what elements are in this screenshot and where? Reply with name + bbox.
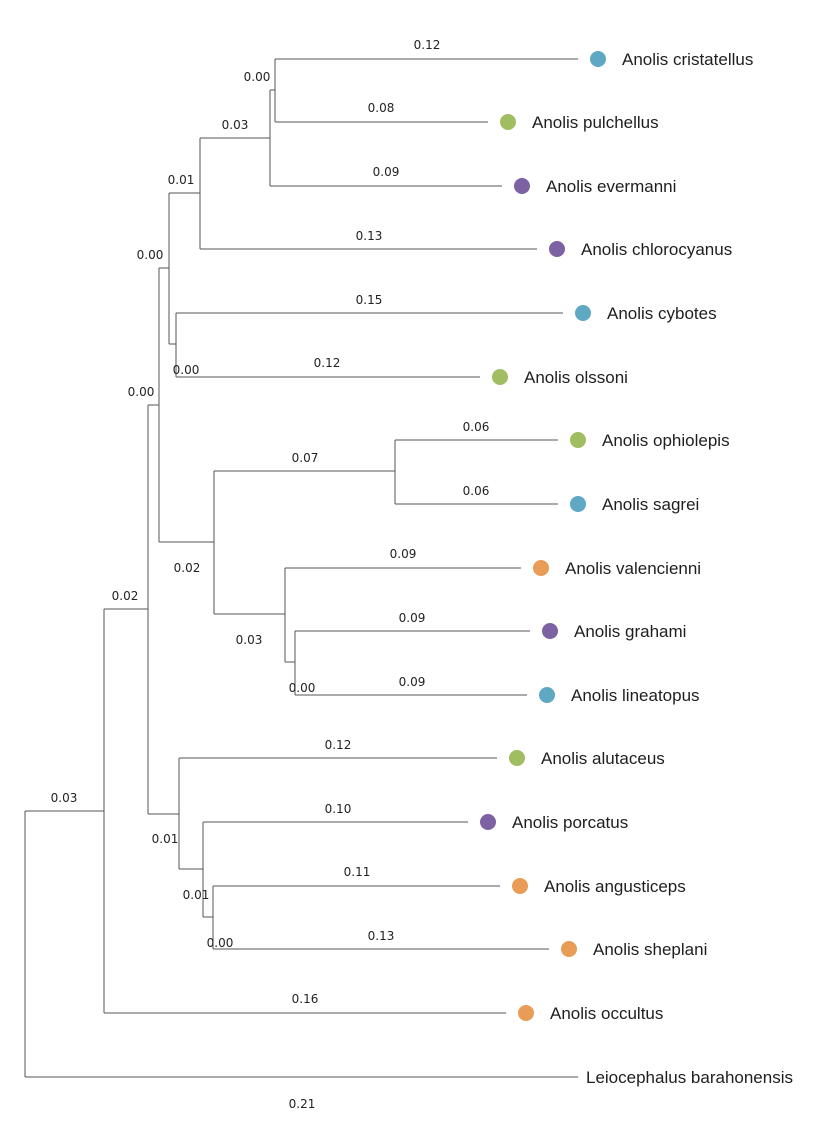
branch-length-label: 0.03 xyxy=(236,633,263,647)
taxon-color-dot xyxy=(500,114,516,130)
branch-length-label: 0.07 xyxy=(292,451,319,465)
branch-length-label: 0.03 xyxy=(222,118,249,132)
branch-length-label: 0.02 xyxy=(112,589,139,603)
taxon-label: Anolis olssoni xyxy=(524,368,628,387)
taxon-label: Anolis angusticeps xyxy=(544,877,686,896)
taxon-label: Anolis pulchellus xyxy=(532,113,659,132)
taxon-color-dot xyxy=(561,941,577,957)
branch-length-label: 0.00 xyxy=(128,385,155,399)
taxon-label: Anolis cristatellus xyxy=(622,50,753,69)
taxon-label: Anolis lineatopus xyxy=(571,686,700,705)
taxon-color-dot xyxy=(533,560,549,576)
taxon-color-dot xyxy=(492,369,508,385)
taxon-label: Anolis sheplani xyxy=(593,940,707,959)
taxon-color-dot xyxy=(480,814,496,830)
taxon-color-dot xyxy=(509,750,525,766)
branch-length-label: 0.16 xyxy=(292,992,319,1006)
taxon-color-dot xyxy=(570,496,586,512)
taxon-label: Anolis evermanni xyxy=(546,177,676,196)
taxon-label: Anolis porcatus xyxy=(512,813,628,832)
taxon-label: Leiocephalus barahonensis xyxy=(586,1068,793,1087)
branch-length-label: 0.12 xyxy=(414,38,441,52)
branch-length-label: 0.09 xyxy=(399,675,426,689)
branch-length-label: 0.06 xyxy=(463,420,490,434)
branch-length-label: 0.01 xyxy=(183,888,210,902)
taxon-label: Anolis cybotes xyxy=(607,304,717,323)
branch-length-label: 0.21 xyxy=(289,1097,316,1111)
taxon-color-dot xyxy=(512,878,528,894)
branch-length-label: 0.09 xyxy=(390,547,417,561)
branch-length-label: 0.00 xyxy=(137,248,164,262)
taxon-color-dot xyxy=(549,241,565,257)
branch-length-label: 0.03 xyxy=(51,791,78,805)
branch-length-label: 0.06 xyxy=(463,484,490,498)
taxon-label: Anolis chlorocyanus xyxy=(581,240,732,259)
taxon-color-dot xyxy=(539,687,555,703)
branch-length-label: 0.13 xyxy=(356,229,383,243)
branch-length-label: 0.08 xyxy=(368,101,395,115)
taxon-color-dot xyxy=(570,432,586,448)
branch-length-label: 0.10 xyxy=(325,802,352,816)
taxon-label: Anolis occultus xyxy=(550,1004,663,1023)
taxon-color-dot xyxy=(590,51,606,67)
taxon-label: Anolis sagrei xyxy=(602,495,699,514)
taxon-label: Anolis grahami xyxy=(574,622,686,641)
branch-length-label: 0.00 xyxy=(207,936,234,950)
taxon-label: Anolis alutaceus xyxy=(541,749,665,768)
branch-length-label: 0.00 xyxy=(173,363,200,377)
branch-length-label: 0.15 xyxy=(356,293,383,307)
taxon-color-dot xyxy=(575,305,591,321)
taxon-color-dot xyxy=(514,178,530,194)
taxon-color-dot xyxy=(518,1005,534,1021)
branch-length-label: 0.09 xyxy=(373,165,400,179)
branch-length-label: 0.00 xyxy=(244,70,271,84)
branch-length-label: 0.02 xyxy=(174,561,201,575)
branch-length-label: 0.01 xyxy=(168,173,195,187)
branch-length-label: 0.12 xyxy=(325,738,352,752)
taxon-label: Anolis ophiolepis xyxy=(602,431,730,450)
taxon-color-dot xyxy=(542,623,558,639)
branch-length-label: 0.13 xyxy=(368,929,395,943)
branch-length-label: 0.12 xyxy=(314,356,341,370)
branch-length-label: 0.11 xyxy=(344,865,371,879)
branch-length-label: 0.00 xyxy=(289,681,316,695)
branch-length-label: 0.01 xyxy=(152,832,179,846)
taxon-label: Anolis valencienni xyxy=(565,559,701,578)
branch-length-label: 0.09 xyxy=(399,611,426,625)
